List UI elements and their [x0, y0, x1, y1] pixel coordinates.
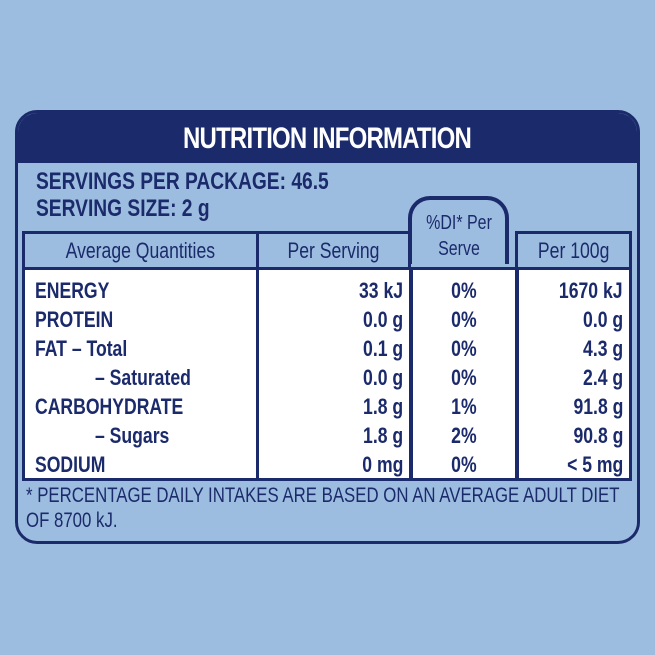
table-cell: – Saturated	[95, 363, 250, 392]
footnote: * PERCENTAGE DAILY INTAKES ARE BASED ON …	[26, 483, 626, 533]
table-cell: 0.0 g	[519, 305, 623, 334]
cell-text: CARBOHYDRATE	[35, 394, 184, 419]
servings-per-package: SERVINGS PER PACKAGE: 46.5	[36, 168, 329, 195]
table-cell: 0.0 g	[261, 363, 403, 392]
table-cell: 0%	[415, 334, 513, 363]
header-cell: Per 100g	[515, 231, 632, 267]
cell-text: 1%	[451, 394, 477, 419]
table-body: ENERGY 33 kJ 0% 1670 kJ PROTEIN 0.0 g 0% 0.0 g F…	[22, 267, 632, 481]
cell-text: 0 mg	[361, 452, 403, 477]
cell-text: 4.3 g	[582, 336, 623, 361]
header-text: Per 100g	[537, 238, 610, 263]
cell-text: 33 kJ	[358, 278, 403, 303]
table-cell: 2%	[415, 421, 513, 450]
title: NUTRITION INFORMATION	[183, 122, 472, 155]
cell-text: 1.8 g	[362, 394, 403, 419]
cell-text: PROTEIN	[35, 307, 114, 332]
column-line	[409, 270, 413, 478]
cell-text: 0%	[451, 307, 477, 332]
cell-text: 90.8 g	[573, 423, 623, 448]
column-line	[515, 270, 519, 478]
cell-text: 0%	[451, 278, 477, 303]
cell-text: 0.0 g	[582, 307, 623, 332]
table-cell: 2.4 g	[519, 363, 623, 392]
table-cell: 0%	[415, 305, 513, 334]
header-cell: Average Quantities	[22, 231, 259, 267]
cell-text: 0%	[451, 365, 477, 390]
cell-text: 1.8 g	[362, 423, 403, 448]
header-cell-di: %DI* Per Serve	[408, 196, 509, 264]
table-cell: 90.8 g	[519, 421, 623, 450]
header-text: Average Quantities	[65, 238, 216, 263]
table-cell: 0.1 g	[261, 334, 403, 363]
cell-text: < 5 mg	[566, 452, 623, 477]
table-cell: – Sugars	[95, 421, 250, 450]
cell-text: 0%	[451, 452, 477, 477]
table-cell: PROTEIN	[35, 305, 250, 334]
header-cell: Per Serving	[256, 231, 411, 267]
header-text: %DI* Per Serve	[425, 212, 492, 260]
table-cell: 1670 kJ	[519, 276, 623, 305]
nutrition-panel: NUTRITION INFORMATION SERVINGS PER PACKA…	[15, 110, 640, 544]
cell-text: 1670 kJ	[559, 278, 623, 303]
table-cell: FAT – Total	[35, 334, 250, 363]
column-line	[256, 270, 259, 478]
table-cell: 1.8 g	[261, 392, 403, 421]
table-cell: 1.8 g	[261, 421, 403, 450]
table-cell: 33 kJ	[261, 276, 403, 305]
cell-text: 0.1 g	[362, 336, 403, 361]
table-cell: 0%	[415, 276, 513, 305]
cell-text: 2.4 g	[582, 365, 623, 390]
cell-text: 0.0 g	[362, 307, 403, 332]
table-cell: 91.8 g	[519, 392, 623, 421]
title-bar: NUTRITION INFORMATION	[18, 113, 637, 163]
table-cell: 4.3 g	[519, 334, 623, 363]
table-cell: ENERGY	[35, 276, 250, 305]
cell-text: FAT – Total	[35, 336, 128, 361]
serving-size: SERVING SIZE: 2 g	[36, 195, 210, 222]
cell-text: ENERGY	[35, 278, 110, 303]
cell-text: 2%	[451, 423, 477, 448]
cell-text: SODIUM	[35, 452, 106, 477]
cell-text: 0.0 g	[362, 365, 403, 390]
footnote-text: * PERCENTAGE DAILY INTAKES ARE BASED ON …	[26, 484, 620, 532]
table-cell: 0 mg	[261, 450, 403, 479]
table-cell: 0%	[415, 450, 513, 479]
cell-text: – Saturated	[95, 365, 191, 390]
table-cell: 1%	[415, 392, 513, 421]
table-cell: < 5 mg	[519, 450, 623, 479]
cell-text: 0%	[451, 336, 477, 361]
table-cell: CARBOHYDRATE	[35, 392, 250, 421]
cell-text: – Sugars	[95, 423, 170, 448]
table-cell: 0%	[415, 363, 513, 392]
table-cell: SODIUM	[35, 450, 250, 479]
table-cell: 0.0 g	[261, 305, 403, 334]
cell-text: 91.8 g	[573, 394, 623, 419]
header-text: Per Serving	[287, 238, 380, 263]
